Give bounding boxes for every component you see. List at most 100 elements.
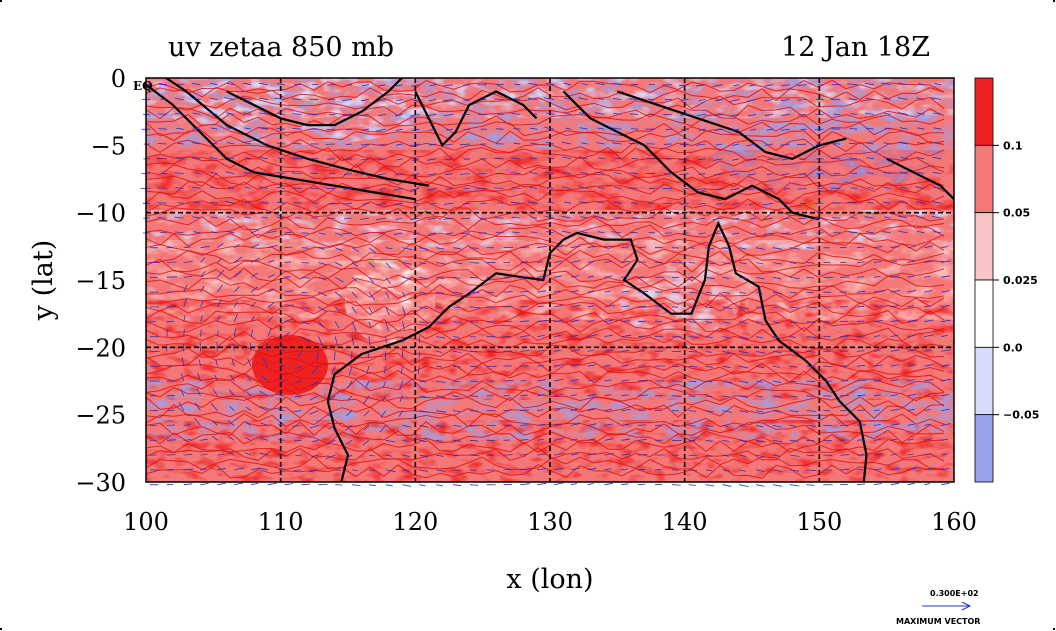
wind-vector — [561, 186, 571, 189]
wind-vector — [688, 291, 699, 294]
wind-vector — [379, 425, 387, 433]
wind-vector — [638, 453, 648, 456]
wind-vector — [806, 469, 817, 472]
wind-vector — [772, 410, 782, 413]
wind-vector — [413, 99, 420, 102]
wind-vector — [318, 306, 327, 313]
wind-vector — [732, 202, 740, 205]
wind-vector — [544, 97, 555, 100]
wind-vector — [715, 202, 723, 205]
wind-vector — [520, 305, 529, 308]
plot-title-left: uv zetaa 850 mb — [168, 32, 394, 63]
wind-vector — [469, 306, 480, 309]
wind-vector — [191, 157, 201, 160]
wind-vector — [941, 246, 948, 249]
wind-vector — [628, 98, 639, 100]
wind-vector — [443, 84, 454, 87]
wind-vector — [267, 230, 277, 234]
wind-vector — [226, 216, 235, 219]
wind-vector — [514, 83, 521, 86]
wind-vector — [806, 306, 817, 309]
wind-vector — [166, 329, 168, 337]
wind-vector — [318, 291, 327, 297]
wind-vector — [621, 483, 629, 486]
wind-vector — [731, 232, 740, 235]
wind-vector — [399, 395, 403, 402]
wind-vector — [510, 157, 521, 160]
y-tick-label: 0 — [111, 65, 126, 93]
wind-vector — [175, 157, 184, 160]
wind-vector — [345, 84, 353, 86]
wind-vector — [259, 406, 269, 411]
wind-vector — [561, 141, 571, 145]
wind-vector — [941, 349, 951, 352]
wind-vector — [638, 468, 646, 471]
wind-vector — [363, 395, 370, 405]
wind-vector — [553, 452, 564, 456]
wind-vector — [739, 276, 749, 280]
wind-vector — [298, 351, 302, 358]
wind-vector — [581, 231, 588, 234]
coastline-segment-3 — [414, 90, 538, 148]
wind-vector — [520, 409, 529, 411]
wind-vector — [890, 245, 900, 249]
contour-line — [146, 79, 945, 94]
wind-vector — [200, 245, 210, 249]
wind-vector — [245, 391, 252, 397]
wind-vector — [755, 291, 763, 294]
wind-vector — [284, 276, 291, 278]
shade-vortex-core — [252, 335, 328, 395]
wind-vector — [528, 83, 538, 86]
wind-vector — [604, 290, 612, 293]
wind-vector — [705, 276, 715, 280]
wind-vector — [402, 276, 412, 280]
wind-vector — [197, 372, 201, 382]
wind-vector — [764, 143, 773, 146]
wind-vector — [613, 98, 622, 100]
wind-vector — [941, 275, 951, 278]
wind-vector — [510, 172, 521, 174]
wind-vector — [360, 143, 369, 146]
wind-vector — [941, 335, 948, 337]
wind-vector — [900, 157, 908, 160]
wind-vector — [278, 424, 285, 426]
wind-vector — [181, 373, 185, 382]
wind-vector — [452, 484, 462, 487]
wind-vector — [200, 257, 206, 263]
wind-vector — [772, 291, 782, 295]
colorbar: 0.1 0.05 0.025 0.0 −0.05 — [974, 77, 1039, 483]
contour-line — [146, 404, 945, 419]
wind-vector — [278, 439, 285, 441]
wind-vector — [250, 329, 254, 337]
wind-vector — [924, 394, 931, 397]
wind-vector — [224, 201, 235, 204]
wind-vector — [409, 143, 420, 147]
wind-vector — [873, 261, 882, 263]
contour-line — [146, 138, 945, 153]
wind-vector — [247, 358, 252, 367]
wind-vector — [781, 84, 790, 87]
wind-vector — [806, 262, 815, 264]
wind-vector — [267, 274, 275, 278]
wind-vector — [799, 202, 807, 205]
wind-vector — [621, 275, 629, 278]
wind-vector — [581, 142, 588, 145]
wind-vector — [275, 393, 285, 397]
wind-vector — [469, 395, 479, 397]
wind-vector — [181, 357, 185, 367]
wind-vector — [225, 230, 235, 234]
wind-vector — [722, 469, 730, 472]
wind-vector — [587, 483, 594, 486]
wind-vector — [781, 173, 790, 176]
wind-vector — [200, 270, 206, 278]
wind-vector — [918, 83, 925, 86]
wind-vector — [537, 349, 545, 352]
wind-vector — [789, 380, 797, 383]
wind-vector — [755, 395, 763, 398]
wind-vector — [580, 216, 588, 219]
vector-key-value: 0.300E+02 — [930, 589, 979, 598]
wind-vector — [216, 341, 218, 352]
wind-vector — [436, 380, 446, 383]
wind-vector — [402, 454, 410, 457]
wind-vector — [688, 321, 697, 323]
